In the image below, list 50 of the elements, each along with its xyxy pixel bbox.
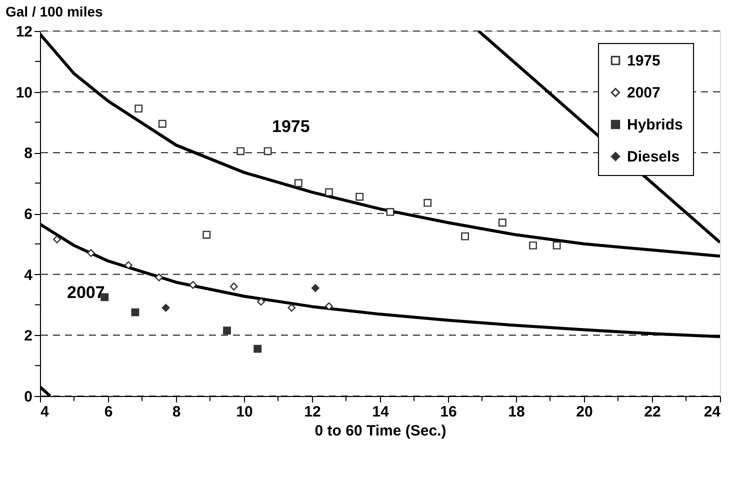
- x-tick-label: 10: [236, 404, 253, 420]
- point: [254, 344, 262, 353]
- legend-label: 1975: [627, 52, 660, 70]
- x-tick-label: 16: [440, 404, 457, 420]
- x-axis-title: 0 to 60 Time (Sec.): [314, 422, 446, 440]
- legend-label: 2007: [627, 84, 660, 102]
- point: [325, 302, 333, 310]
- point: [131, 308, 140, 316]
- point: [202, 230, 211, 239]
- point: [264, 147, 272, 156]
- y-tick-label: 2: [24, 328, 32, 345]
- x-tick-label: 18: [508, 404, 525, 420]
- point: [424, 198, 432, 207]
- annotation: 2007: [67, 283, 105, 302]
- point: [325, 188, 333, 196]
- point: [189, 281, 197, 289]
- point: [294, 179, 302, 188]
- y-tick-label: 6: [24, 206, 32, 223]
- point: [236, 147, 245, 156]
- annotation: 1975: [272, 117, 310, 136]
- x-tick-label: 14: [372, 404, 390, 420]
- x-tick-label: 20: [576, 404, 593, 420]
- legend-label: Hybrids: [627, 116, 683, 134]
- point: [356, 192, 364, 201]
- y-tick-label: 10: [16, 84, 32, 102]
- point: [498, 218, 506, 227]
- x-tick-label: 6: [104, 404, 113, 420]
- legend-label: Diesels: [627, 148, 680, 166]
- point: [461, 232, 469, 240]
- point: [311, 284, 320, 292]
- point: [124, 261, 132, 270]
- point: [386, 208, 394, 216]
- y-tick-label: 12: [16, 24, 32, 40]
- point: [134, 104, 143, 113]
- point: [87, 249, 95, 257]
- x-tick-label: 8: [172, 404, 181, 420]
- x-tick-label: 12: [304, 404, 321, 420]
- y-tick-label: 4: [24, 266, 34, 284]
- x-tick-label: 4: [40, 404, 50, 420]
- y-axis-title: Gal / 100 miles: [6, 4, 103, 20]
- y-tick-label: 0: [24, 388, 32, 406]
- point: [223, 326, 231, 335]
- x-tick-label: 24: [704, 404, 722, 420]
- point: [155, 273, 163, 282]
- point: [158, 120, 166, 128]
- point: [552, 241, 561, 250]
- point: [529, 241, 537, 250]
- x-tick-label: 22: [644, 404, 661, 420]
- y-tick-label: 8: [24, 145, 32, 162]
- point: [162, 304, 170, 312]
